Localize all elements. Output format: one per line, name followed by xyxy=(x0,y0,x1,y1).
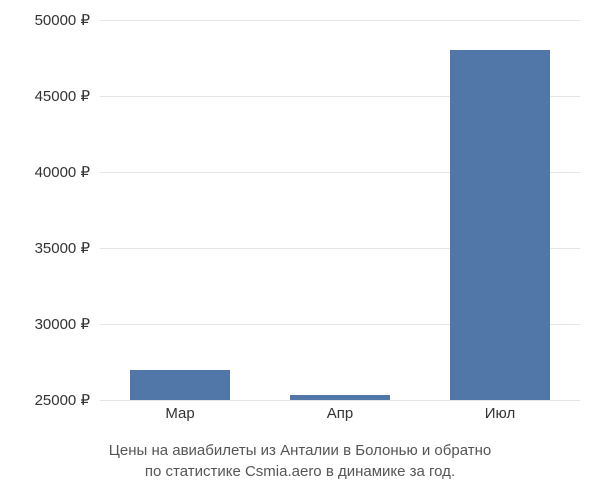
y-tick-label: 25000 ₽ xyxy=(10,391,90,409)
bar xyxy=(290,395,389,400)
bar xyxy=(130,370,229,400)
y-tick-label: 35000 ₽ xyxy=(10,239,90,257)
y-tick-label: 30000 ₽ xyxy=(10,315,90,333)
y-tick-label: 45000 ₽ xyxy=(10,87,90,105)
x-tick-label: Мар xyxy=(165,405,194,422)
x-tick-label: Июл xyxy=(485,405,515,422)
caption-line-1: Цены на авиабилеты из Анталии в Болонью … xyxy=(109,442,491,459)
bar xyxy=(450,50,549,400)
caption-line-2: по статистике Csmia.aero в динамике за г… xyxy=(145,463,455,480)
plot-area xyxy=(100,20,580,400)
gridline xyxy=(100,400,580,401)
chart-caption: Цены на авиабилеты из Анталии в Болонью … xyxy=(0,440,600,482)
price-chart: Цены на авиабилеты из Анталии в Болонью … xyxy=(0,0,600,500)
y-tick-label: 40000 ₽ xyxy=(10,163,90,181)
y-tick-label: 50000 ₽ xyxy=(10,11,90,29)
x-tick-label: Апр xyxy=(327,405,353,422)
gridline xyxy=(100,20,580,21)
